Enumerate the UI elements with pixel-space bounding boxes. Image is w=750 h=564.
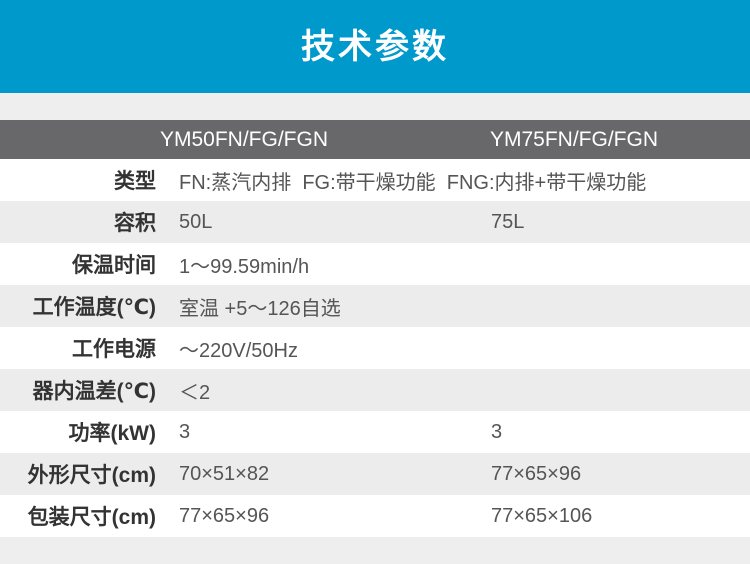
row-value-model-2: 75L bbox=[491, 210, 525, 233]
row-value-model-2: 77×65×106 bbox=[491, 504, 593, 527]
page-title: 技术参数 bbox=[301, 27, 449, 66]
row-label: 工作温度(℃) bbox=[32, 296, 156, 319]
column-header-model-1: YM50FN/FG/FGN bbox=[160, 127, 329, 151]
row-label: 包装尺寸(cm) bbox=[27, 506, 156, 529]
row-value: 1～99.59min/h bbox=[179, 255, 310, 278]
row-value-model-1: 3 bbox=[179, 420, 191, 443]
row-value: ＜2 bbox=[179, 381, 211, 404]
table-body: 类型 FN:蒸汽内排 FG:带干燥功能 FNG:内排+带干燥功能 容积 50L … bbox=[0, 159, 750, 537]
top-spacer-band bbox=[0, 93, 750, 120]
table-row-type: 类型 FN:蒸汽内排 FG:带干燥功能 FNG:内排+带干燥功能 bbox=[0, 159, 750, 201]
page-banner: 技术参数 bbox=[0, 0, 750, 93]
bottom-spacer-band bbox=[0, 537, 750, 564]
row-value: 室温 +5～126自选 bbox=[179, 297, 341, 320]
table-row-power: 功率(kW) 3 3 bbox=[0, 411, 750, 453]
row-value: FN:蒸汽内排 FG:带干燥功能 FNG:内排+带干燥功能 bbox=[179, 171, 647, 194]
row-value-model-1: 77×65×96 bbox=[179, 504, 270, 527]
table-row-packing-dimensions: 包装尺寸(cm) 77×65×96 77×65×106 bbox=[0, 495, 750, 537]
table-row-overall-dimensions: 外形尺寸(cm) 70×51×82 77×65×96 bbox=[0, 453, 750, 495]
row-label: 功率(kW) bbox=[68, 422, 157, 445]
row-label: 外形尺寸(cm) bbox=[27, 464, 156, 487]
table-row-working-temperature: 工作温度(℃) 室温 +5～126自选 bbox=[0, 285, 750, 327]
row-value-model-2: 3 bbox=[491, 420, 503, 443]
table-row-volume: 容积 50L 75L bbox=[0, 201, 750, 243]
row-label: 器内温差(℃) bbox=[32, 380, 156, 403]
table-header-row: YM50FN/FG/FGN YM75FN/FG/FGN bbox=[0, 120, 750, 159]
row-value-model-1: 70×51×82 bbox=[179, 462, 270, 485]
row-label: 类型 bbox=[114, 170, 156, 193]
row-value-model-2: 77×65×96 bbox=[491, 462, 582, 485]
table-row-power-supply: 工作电源 ～220V/50Hz bbox=[0, 327, 750, 369]
row-label: 容积 bbox=[114, 212, 156, 235]
row-value: ～220V/50Hz bbox=[179, 339, 298, 362]
row-label: 工作电源 bbox=[72, 338, 156, 361]
spec-table: YM50FN/FG/FGN YM75FN/FG/FGN 类型 FN:蒸汽内排 F… bbox=[0, 120, 750, 537]
column-header-model-2: YM75FN/FG/FGN bbox=[490, 127, 659, 151]
row-label: 保温时间 bbox=[72, 254, 156, 277]
table-row-temperature-difference: 器内温差(℃) ＜2 bbox=[0, 369, 750, 411]
table-row-holding-time: 保温时间 1～99.59min/h bbox=[0, 243, 750, 285]
row-value-model-1: 50L bbox=[179, 210, 213, 233]
